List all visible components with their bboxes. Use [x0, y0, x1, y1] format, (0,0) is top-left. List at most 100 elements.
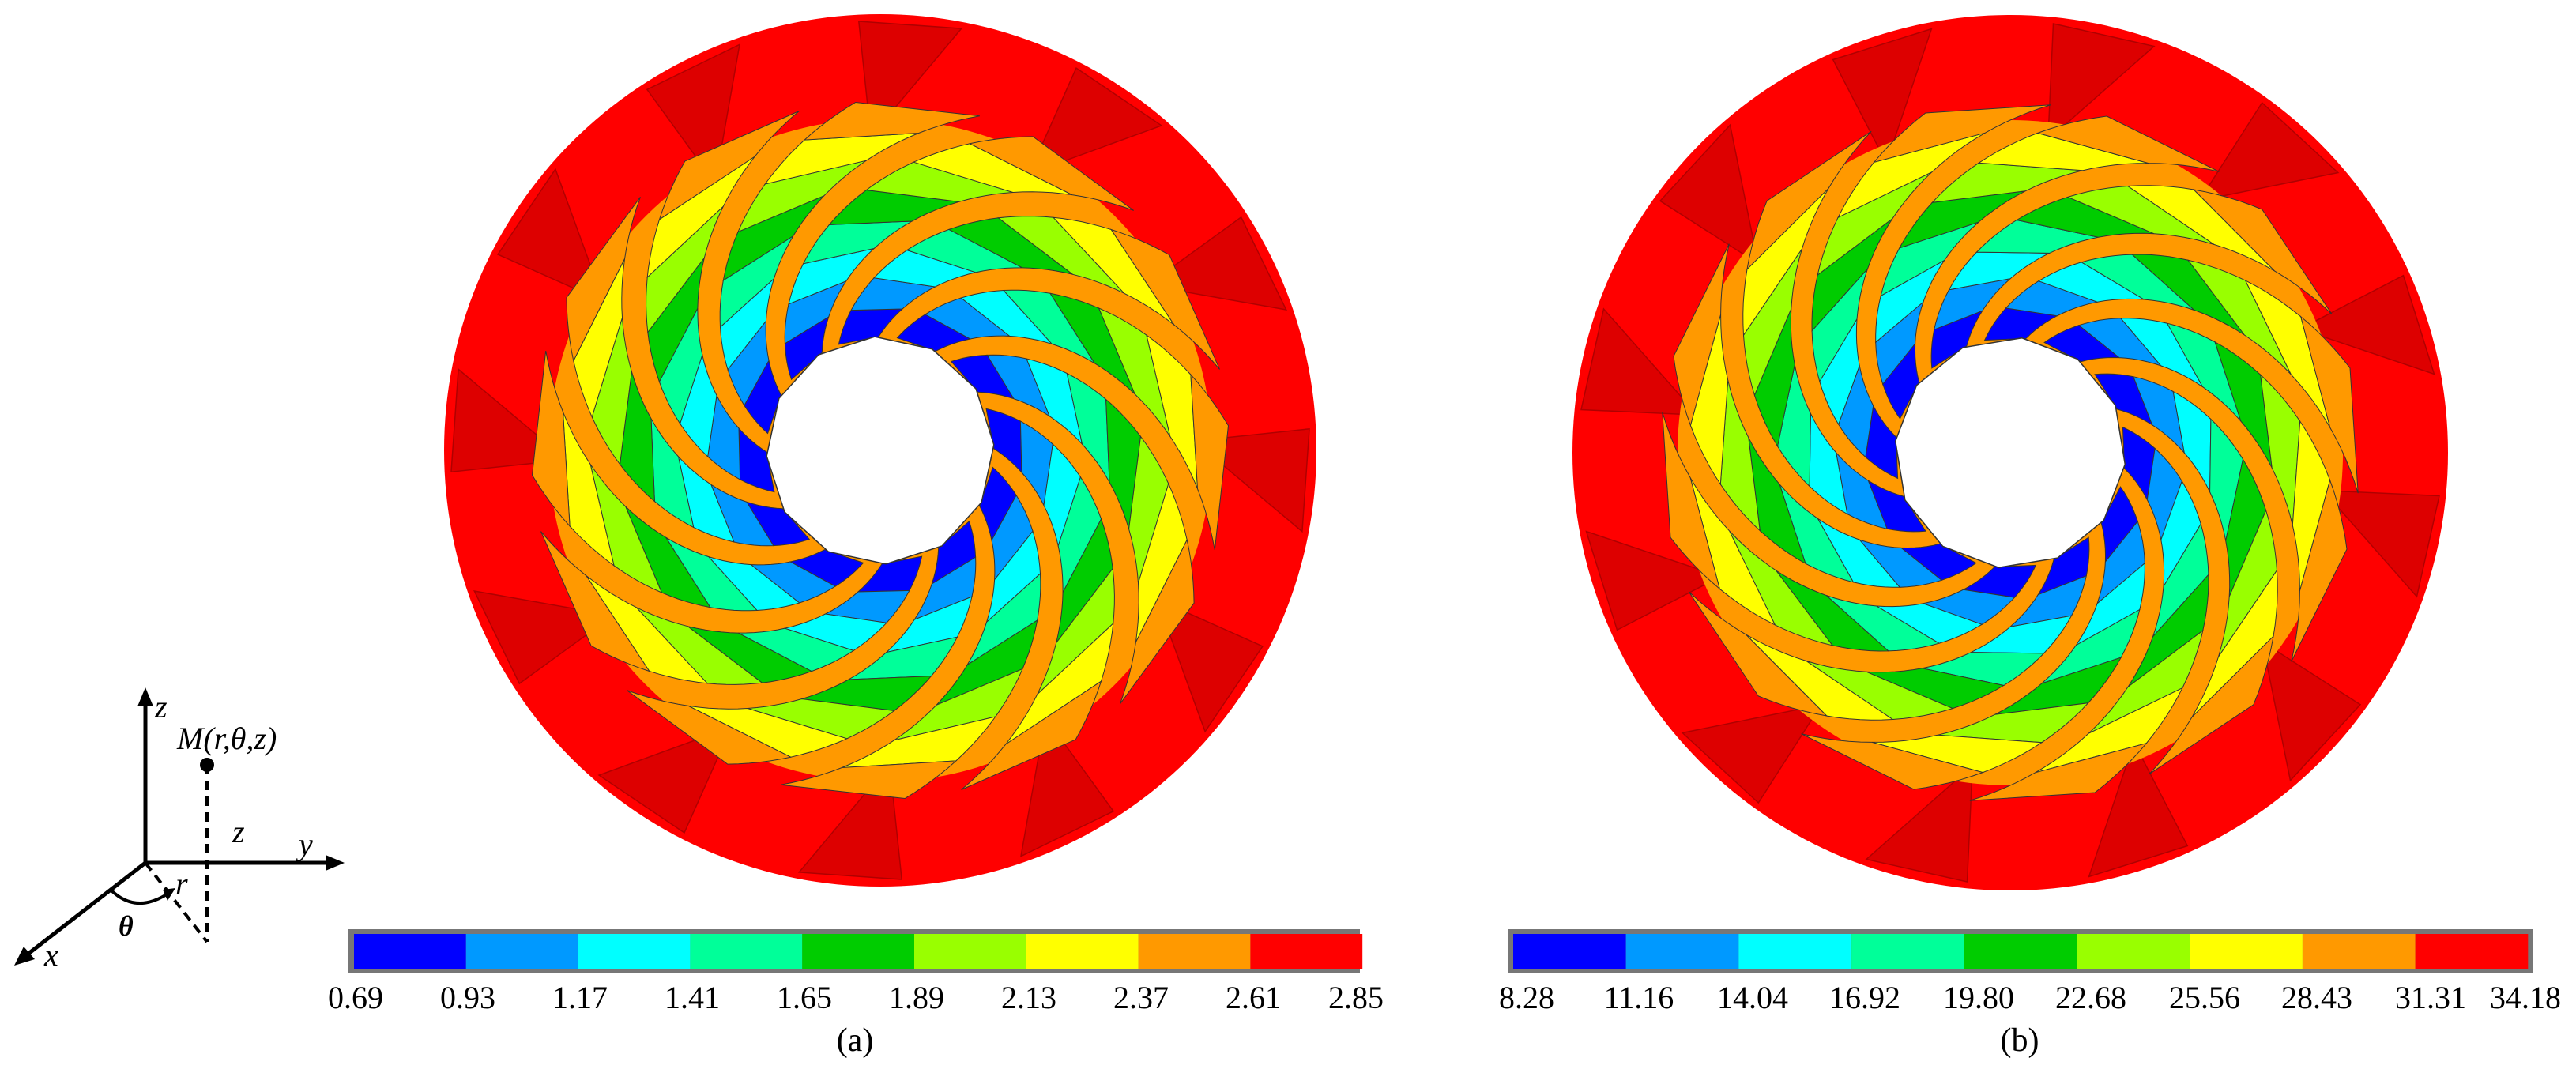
blade-segment [1109, 228, 1220, 370]
scale-tick-label: 1.41 [665, 980, 720, 1015]
radius-dashed-line [144, 861, 209, 943]
x-axis-line [24, 861, 147, 958]
scale-tick-label: 2.37 [1113, 980, 1169, 1015]
scale-tick-label: 8.28 [1499, 980, 1554, 1015]
rim-facet [1865, 764, 1974, 883]
color-swatch [1738, 934, 1852, 969]
color-scale-ticks-a: 0.69 0.93 1.17 1.41 1.65 1.89 2.13 2.37 … [328, 980, 1384, 1015]
scale-tick-label: 16.92 [1829, 980, 1900, 1015]
rim-facet [2322, 489, 2440, 598]
scale-tick-label: 28.43 [2281, 980, 2352, 1015]
blade-segment [1873, 104, 2051, 164]
panel-caption-b: (b) [2001, 1022, 2039, 1059]
color-swatch [2077, 934, 2190, 969]
rim-facet [1585, 530, 1723, 631]
blade-segment [2149, 634, 2274, 775]
scale-tick-label: 19.80 [1943, 980, 2014, 1015]
color-swatch [1851, 934, 1964, 969]
color-swatch [914, 934, 1026, 969]
rim-facet [2262, 640, 2362, 782]
scale-tick-label: 14.04 [1717, 980, 1788, 1015]
rim-facet [597, 725, 733, 834]
z-axis-arrowhead [137, 687, 153, 706]
color-swatch [802, 934, 914, 969]
y-axis-arrowhead [326, 855, 345, 871]
color-swatch [1964, 934, 2077, 969]
blade-segment [1746, 130, 1872, 271]
center-hole [1894, 337, 2126, 569]
point-m-label: M(r,θ,z) [176, 721, 277, 756]
blade-segment [781, 760, 958, 800]
blade-segment [1801, 733, 1984, 790]
blade-segment [968, 136, 1134, 211]
theta-arc-arrowhead [163, 888, 175, 901]
color-swatch [1625, 934, 1739, 969]
blade-segment [1969, 742, 2148, 801]
scale-tick-label: 22.68 [2055, 980, 2126, 1015]
rim-facet [1681, 704, 1823, 804]
rim-facet [1832, 28, 1933, 165]
z-projection-label: z [232, 814, 245, 849]
scale-tick-label: 34.18 [2490, 980, 2561, 1015]
color-swatch [1138, 934, 1251, 969]
scale-tick-label: 2.13 [1001, 980, 1056, 1015]
x-axis-label: x [43, 937, 58, 973]
blade-segment [1190, 373, 1230, 550]
blade-segment [2036, 115, 2220, 172]
blade-segment [566, 197, 641, 363]
theta-arc [109, 888, 171, 905]
blade-segment [1688, 591, 1828, 717]
scale-tick-label: 1.65 [777, 980, 832, 1015]
y-axis-label: y [296, 826, 313, 862]
color-scale-bar-b [1508, 929, 2533, 973]
rim-facet [2047, 23, 2156, 141]
scale-tick-label: 0.69 [328, 980, 383, 1015]
color-swatch [2190, 934, 2303, 969]
scale-tick-label: 25.56 [2169, 980, 2240, 1015]
rim-facet [2198, 101, 2340, 201]
scale-tick-label: 1.17 [552, 980, 608, 1015]
blade-segment [531, 351, 571, 528]
scale-tick-label: 2.85 [1328, 980, 1384, 1015]
color-swatch [1513, 934, 1626, 969]
blade-segment [540, 531, 651, 672]
color-swatch [2415, 934, 2529, 969]
rim-facet [1659, 123, 1759, 265]
contour-disc-b [1572, 15, 2448, 890]
rim-facet [1155, 597, 1264, 733]
color-swatch [354, 934, 466, 969]
contour-disc-a [444, 14, 1316, 887]
rim-facet [2088, 740, 2189, 878]
color-swatch [465, 934, 578, 969]
blade-segment [2299, 315, 2359, 494]
coordinate-system-sketch: z y x M(r,θ,z) z r θ [14, 687, 345, 973]
color-scale-bar-a [348, 929, 1363, 973]
blade-segment [1673, 243, 1730, 427]
rim-facet [1580, 307, 1699, 416]
blade-segment [1662, 412, 1721, 590]
x-axis-arrowhead [14, 947, 35, 966]
blade-segment [961, 680, 1102, 790]
scale-tick-label: 1.89 [889, 980, 944, 1015]
r-label: r [175, 866, 188, 902]
rim-facet [1027, 66, 1163, 175]
blade-segment [2192, 189, 2333, 314]
center-hole [766, 336, 995, 565]
blade-segment [627, 690, 793, 765]
z-axis-label: z [154, 689, 168, 725]
color-swatch [2302, 934, 2416, 969]
panel-caption-a: (a) [837, 1022, 874, 1059]
scale-tick-label: 2.61 [1226, 980, 1281, 1015]
theta-label: θ [119, 910, 134, 942]
blade-segment [803, 101, 980, 141]
scale-tick-label: 31.31 [2395, 980, 2466, 1015]
color-swatch [1026, 934, 1139, 969]
color-swatch [578, 934, 691, 969]
color-swatch [1250, 934, 1363, 969]
color-scale-ticks-b: 8.28 11.16 14.04 16.92 19.80 22.68 25.56… [1499, 980, 2561, 1015]
rim-facet [2298, 274, 2435, 375]
rim-facet [496, 168, 605, 303]
scale-tick-label: 11.16 [1604, 980, 1674, 1015]
color-swatch [690, 934, 803, 969]
